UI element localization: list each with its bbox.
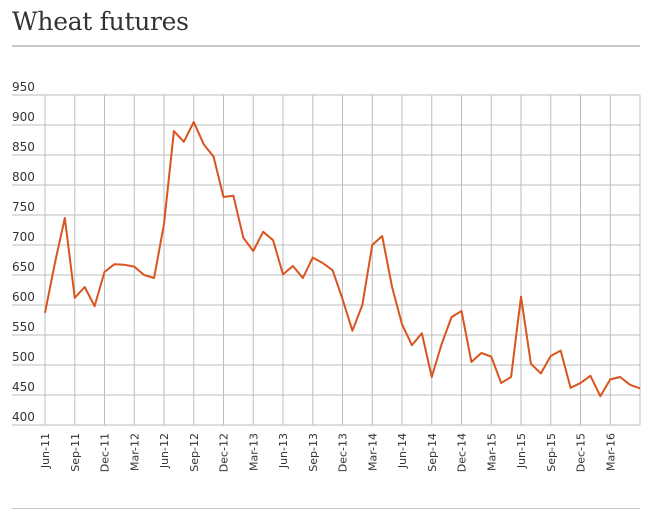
x-tick-label: Jun-11 (39, 433, 52, 469)
y-tick-label: 450 (12, 380, 35, 394)
x-tick-label: Dec-13 (337, 433, 350, 472)
y-tick-label: 700 (12, 230, 35, 244)
series-layer (44, 121, 641, 398)
x-tick-label: Sep-15 (545, 433, 558, 472)
x-tick-label: Dec-15 (575, 433, 588, 472)
x-tick-label: Sep-12 (188, 433, 201, 472)
x-axis-ticks: Jun-11 Sep-11 Dec-11 Mar-12 Jun-12 Sep-12 Dec-… (39, 433, 617, 472)
x-tick-label: Mar-13 (247, 433, 260, 471)
y-axis-ticks: 400 450 500 550 600 650 700 750 800 850 900 950 (12, 80, 35, 424)
y-tick-label: 850 (12, 140, 35, 154)
x-tick-label: Jun-12 (158, 433, 171, 469)
y-tick-label: 750 (12, 200, 35, 214)
y-tick-label: 400 (12, 410, 35, 424)
x-tick-label: Mar-16 (604, 433, 617, 471)
x-tick-label: Sep-14 (426, 433, 439, 472)
grid-lines (12, 94, 641, 426)
y-tick-label: 950 (12, 80, 35, 94)
x-tick-label: Mar-12 (128, 433, 141, 471)
x-tick-label: Dec-11 (99, 433, 112, 472)
y-tick-label: 550 (12, 320, 35, 334)
y-tick-label: 600 (12, 290, 35, 304)
x-tick-label: Dec-12 (218, 433, 231, 472)
x-tick-label: Jun-13 (277, 433, 290, 469)
y-tick-label: 500 (12, 350, 35, 364)
bottom-divider (12, 508, 640, 509)
y-tick-label: 900 (12, 110, 35, 124)
title-divider (12, 45, 640, 47)
x-tick-label: Mar-15 (485, 433, 498, 471)
x-tick-label: Sep-13 (307, 433, 320, 472)
y-tick-label: 650 (12, 260, 35, 274)
x-tick-label: Mar-14 (366, 433, 379, 471)
x-tick-label: Jun-15 (515, 433, 528, 469)
y-tick-label: 800 (12, 170, 35, 184)
x-tick-label: Sep-11 (69, 433, 82, 472)
x-tick-label: Dec-14 (456, 433, 469, 472)
chart-title: Wheat futures (12, 7, 189, 36)
x-tick-label: Jun-14 (396, 433, 409, 469)
series-line (44, 121, 641, 398)
